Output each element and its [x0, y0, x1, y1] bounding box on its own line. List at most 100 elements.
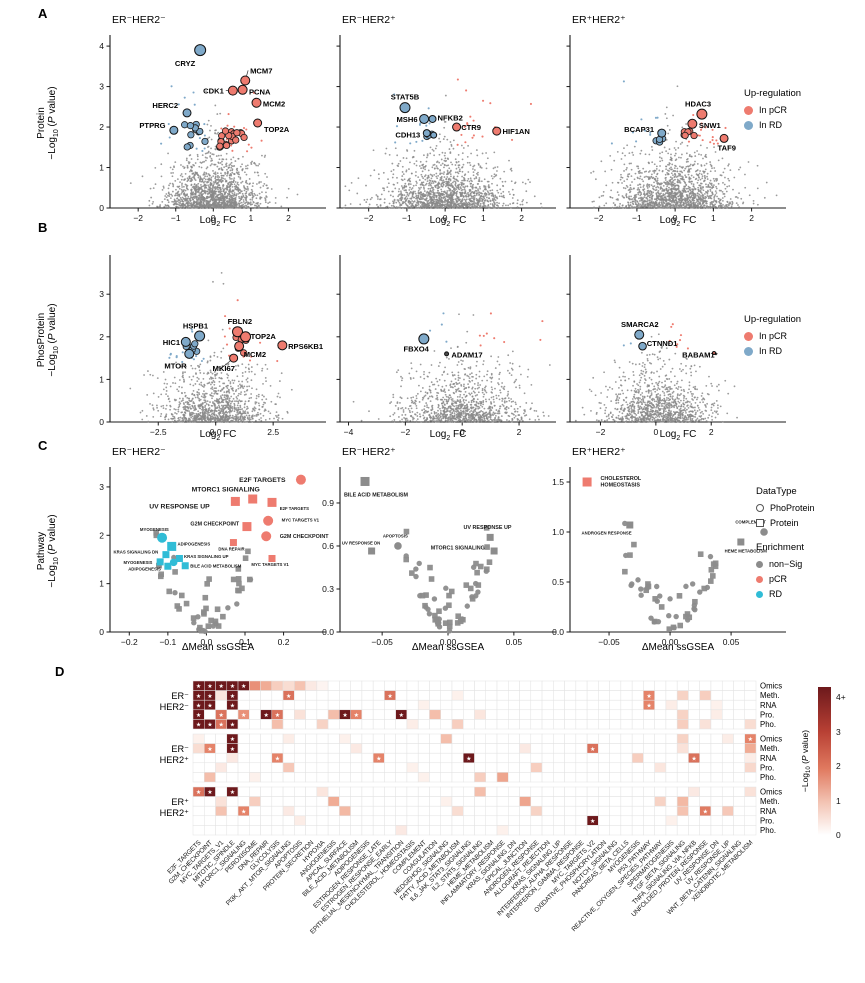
y-title-line2: −Log10 (P value): [47, 86, 60, 160]
heatmap-cell: [485, 680, 498, 691]
heatmap-cell: [451, 762, 464, 773]
heatmap-cell: [260, 825, 273, 836]
heatmap-cell: [204, 709, 216, 720]
point-APOPTOSIS: [394, 542, 402, 550]
plot-title-a1: ER⁻HER2⁻: [112, 14, 166, 26]
heatmap-cell: [282, 796, 295, 807]
heatmap-cell: [384, 796, 396, 807]
point-HERC2: [182, 108, 192, 118]
heatmap-cell: [350, 733, 363, 744]
heatmap-cell: [564, 815, 577, 826]
heatmap-cell: [361, 772, 374, 783]
label-BILE ACID METABOLISM: BILE ACID METABOLISM: [190, 563, 242, 568]
heatmap-cell: [586, 690, 599, 701]
heatmap-cell: [710, 752, 723, 764]
point-MYOGENESIS: [156, 558, 164, 566]
heatmap-cell: [721, 815, 734, 826]
heatmap-cell: [282, 719, 295, 730]
heatmap-cell: [721, 796, 734, 807]
heatmap-cell: [395, 719, 408, 730]
heatmap-cell: [316, 805, 329, 817]
heatmap-cell: [271, 762, 284, 773]
heatmap-cell: [508, 815, 520, 826]
y-tick-label: 0.3: [322, 584, 334, 594]
heatmap-cell: [440, 815, 453, 826]
heatmap-cell: [395, 752, 408, 764]
heatmap-cell: [631, 796, 644, 807]
colorbar-tick-label: 2: [836, 761, 841, 771]
x-axis-label-b1: Log2 FC: [199, 429, 237, 442]
heatmap-cell: [327, 680, 340, 691]
heatmap-cell: [575, 743, 588, 754]
heatmap-cell: [384, 825, 396, 836]
label-TAF9: TAF9: [718, 143, 736, 152]
heatmap-group-label: HER2⁺: [160, 808, 190, 818]
heatmap-cell: [654, 805, 667, 817]
point-FBLN2: [232, 326, 244, 338]
heatmap-cell: [316, 699, 329, 711]
heatmap-cell: [395, 733, 408, 744]
heatmap-cell: [249, 709, 261, 720]
background-points: [343, 78, 543, 209]
heatmap-cell: [530, 699, 543, 711]
heatmap-cell: [586, 709, 599, 720]
heatmap-cell: [530, 690, 543, 701]
heatmap-cell: [598, 762, 610, 773]
y-tick-label: 3: [99, 482, 104, 492]
heatmap-cell: [305, 733, 318, 744]
panel-letter-a: A: [38, 6, 48, 21]
heatmap-cell: [372, 743, 385, 754]
star-icon: ★: [230, 702, 235, 709]
heatmap-cell: [620, 762, 633, 773]
heatmap-cell: [429, 719, 441, 730]
heatmap-cell: [226, 772, 239, 783]
heatmap-cell: [496, 719, 509, 730]
heatmap-cell: [192, 762, 205, 773]
heatmap-cell: [271, 772, 284, 783]
heatmap-cell: [688, 762, 700, 773]
heatmap-cell: [271, 805, 284, 817]
point-STAT5B: [399, 102, 411, 114]
heatmap-cell: [620, 680, 633, 691]
point-CDK1: [227, 85, 238, 96]
label-ADAM17: ADAM17: [451, 351, 482, 360]
heatmap-cell: [721, 772, 734, 783]
heatmap-cell: [598, 680, 610, 691]
point-TOP2A: [240, 331, 252, 343]
point-UV RESPONSE DN: [368, 547, 376, 555]
heatmap-cell: [282, 815, 295, 826]
heatmap-cell: [237, 772, 250, 783]
heatmap-cell: [699, 709, 712, 720]
heatmap-cell: [519, 719, 532, 730]
heatmap-cell: [372, 762, 385, 773]
heatmap-cell: [462, 796, 475, 807]
point-E2F TARGETS: [267, 497, 277, 507]
x-tick-label: −0.2: [121, 637, 138, 647]
heatmap-cell: [665, 772, 678, 783]
heatmap-row-label: Omics: [760, 735, 782, 744]
heatmap-cell: [237, 743, 250, 754]
star-icon: ★: [376, 755, 381, 762]
axes-C1: −0.2 −0.1 0.0 0.1 0.2 0 1 2 3: [99, 467, 326, 647]
heatmap-cell: [282, 733, 295, 744]
heatmap-cell: [631, 815, 644, 826]
heatmap-cell: [721, 762, 734, 773]
heatmap-cell: [575, 796, 588, 807]
heatmap-cell: [305, 796, 318, 807]
heatmap-cell: [451, 690, 464, 701]
heatmap-cell: [474, 743, 487, 754]
heatmap-cell: [204, 772, 216, 783]
legend-item-rd: In RD: [744, 120, 801, 130]
heatmap-cell: [519, 709, 532, 720]
point-COMPLEMENT: [760, 528, 768, 536]
heatmap-cell: [361, 699, 374, 711]
y-tick-label: 1.5: [552, 477, 564, 487]
point-TAF9: [719, 133, 729, 143]
legend-datatype: DataType PhoProtein Protein Enrichment n…: [756, 486, 815, 604]
heatmap-cell: [496, 796, 509, 807]
heatmap-cell: [710, 743, 723, 754]
label-ADIPOGENESIS: ADIPOGENESIS: [178, 541, 211, 546]
heatmap-cell: [575, 719, 588, 730]
heatmap-cell: [564, 786, 577, 797]
